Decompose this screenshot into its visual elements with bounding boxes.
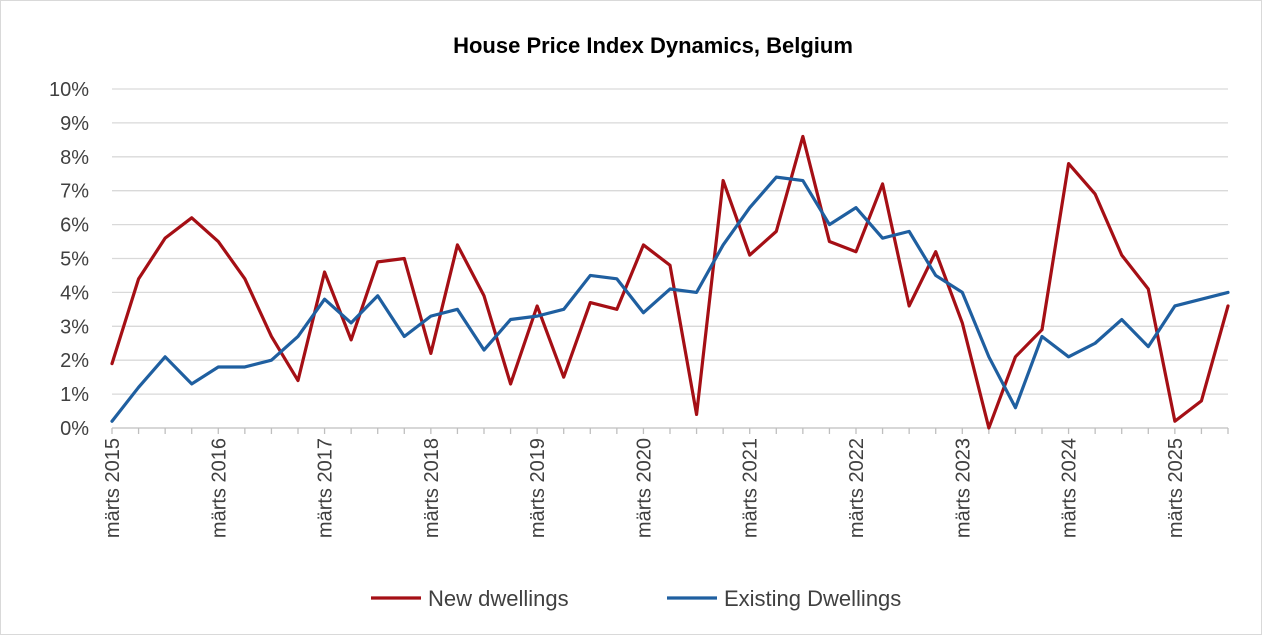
y-tick-label: 0%: [60, 418, 89, 440]
y-tick-label: 8%: [60, 147, 89, 169]
y-tick-label: 6%: [60, 215, 89, 237]
x-tick-label: märts 2022: [846, 438, 868, 538]
legend-label: New dwellings: [428, 586, 569, 611]
gridlines: [112, 88, 1228, 395]
x-tick-label: märts 2024: [1059, 438, 1081, 538]
x-axis: märts 2015 märts 2016 märts 2017 märts 2018…: [102, 427, 1229, 538]
x-tick-label: märts 2023: [952, 438, 974, 538]
y-tick-label: 7%: [60, 181, 89, 203]
x-tick-label: märts 2015: [102, 438, 124, 538]
x-tick-label: märts 2016: [208, 438, 230, 538]
legend: New dwellings Existing Dwellings: [371, 586, 901, 611]
series-lines: [110, 134, 1230, 430]
chart-title: House Price Index Dynamics, Belgium: [453, 33, 853, 58]
x-tick-label: märts 2025: [1165, 438, 1187, 538]
x-tick-label: märts 2018: [421, 438, 443, 538]
y-tick-label: 4%: [60, 282, 89, 304]
y-tick-label: 2%: [60, 350, 89, 372]
series-line-existing-dwellings: [110, 175, 1230, 423]
legend-label: Existing Dwellings: [724, 586, 901, 611]
x-tick-label: märts 2017: [315, 438, 337, 538]
y-tick-label: 10%: [49, 79, 89, 101]
y-tick-label: 3%: [60, 316, 89, 338]
y-tick-label: 1%: [60, 384, 89, 406]
y-axis: 0% 1% 2% 3% 4% 5% 6% 7% 8% 9% 10%: [49, 79, 89, 440]
x-tick-label: märts 2021: [740, 438, 762, 538]
y-tick-label: 9%: [60, 113, 89, 135]
series-line-new-dwellings: [110, 134, 1230, 430]
x-tick-label: märts 2020: [633, 438, 655, 538]
y-tick-label: 5%: [60, 249, 89, 271]
x-tick-label: märts 2019: [527, 438, 549, 538]
